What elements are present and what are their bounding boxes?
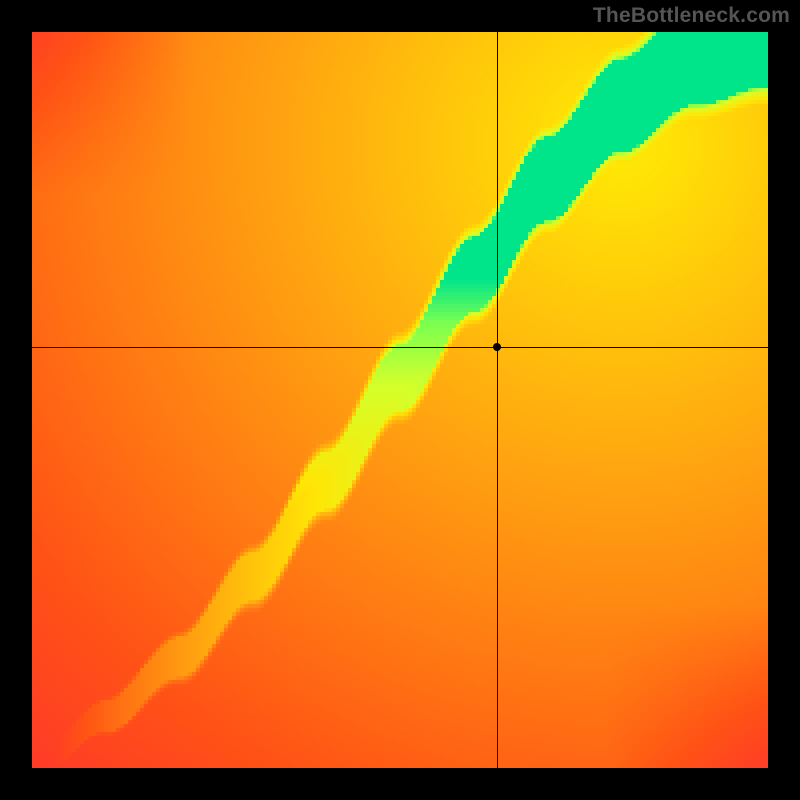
crosshair-horizontal	[32, 347, 768, 348]
figure-frame: TheBottleneck.com	[0, 0, 800, 800]
data-point-marker	[493, 343, 501, 351]
watermark-text: TheBottleneck.com	[593, 4, 790, 28]
crosshair-vertical	[497, 32, 498, 768]
heatmap-plot	[32, 32, 768, 768]
heatmap-canvas	[32, 32, 768, 768]
